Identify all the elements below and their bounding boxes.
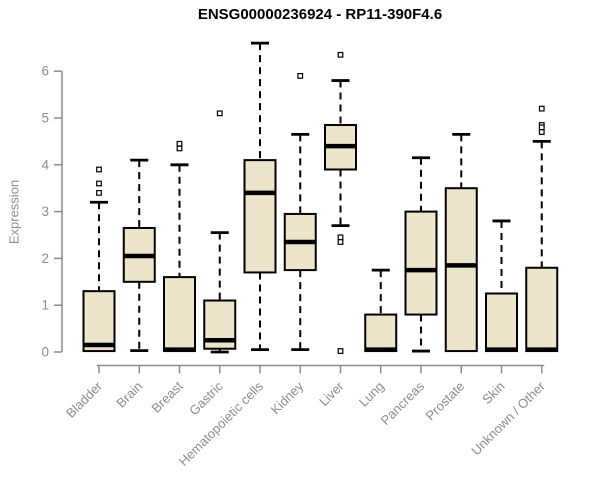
y-tick-label: 3 <box>41 204 49 219</box>
outlier-point <box>96 180 102 187</box>
outlier-point <box>538 129 545 135</box>
outlier-point <box>538 105 545 112</box>
box-rect <box>364 313 398 353</box>
x-tick-label: Lung <box>356 379 387 410</box>
box-rect <box>485 292 518 353</box>
boxplot-hematopoietic-cells <box>243 41 277 352</box>
x-tick-label: Prostate <box>423 379 468 424</box>
boxplot-prostate <box>444 132 478 353</box>
box-rect <box>82 290 116 353</box>
y-tick-label: 4 <box>41 157 49 172</box>
outlier-point <box>96 189 102 196</box>
y-tick-label: 5 <box>41 111 49 126</box>
chart-title: ENSG00000236924 - RP11-390F4.6 <box>197 6 443 23</box>
box-rect <box>243 159 277 274</box>
y-tick-label: 0 <box>41 345 49 360</box>
box-rect <box>525 266 559 353</box>
outlier-point <box>176 145 183 152</box>
outlier-point <box>176 140 183 147</box>
boxplot-lung <box>364 268 398 353</box>
boxplot-breast <box>163 140 196 353</box>
box-rect <box>404 210 438 316</box>
boxplot-liver <box>324 51 357 354</box>
x-tick-label: Bladder <box>63 378 106 421</box>
y-tick-label: 6 <box>41 64 49 79</box>
outlier-point <box>216 110 223 117</box>
outlier-point <box>337 239 344 245</box>
boxplot-unknown-other <box>525 105 559 353</box>
x-tick-label: Breast <box>148 378 185 415</box>
x-tick-label: Brain <box>113 379 145 411</box>
outlier-point <box>96 166 102 173</box>
x-tick-label: Gastric <box>186 378 226 418</box>
x-tick-label: Pancreas <box>378 378 428 428</box>
outlier-point <box>337 348 344 354</box>
x-tick-label: Skin <box>479 379 507 407</box>
boxplot-gastric <box>203 110 237 354</box>
boxplot-bladder <box>82 166 116 353</box>
x-tick-label: Kidney <box>268 378 307 417</box>
y-tick-label: 1 <box>41 298 49 313</box>
outlier-point <box>337 234 344 241</box>
boxplot-pancreas <box>404 156 438 353</box>
x-tick-label: Liver <box>316 378 347 409</box>
boxplot-skin <box>485 219 518 353</box>
outlier-point <box>297 72 304 79</box>
boxplot-kidney <box>283 72 317 352</box>
box-rect <box>444 187 478 353</box>
outlier-point <box>337 51 344 58</box>
boxplot-brain <box>122 158 156 352</box>
x-tick-label: Unknown / Other <box>468 378 548 458</box>
box-rect <box>163 276 196 353</box>
y-tick-label: 2 <box>41 251 49 266</box>
outlier-point <box>538 124 545 131</box>
